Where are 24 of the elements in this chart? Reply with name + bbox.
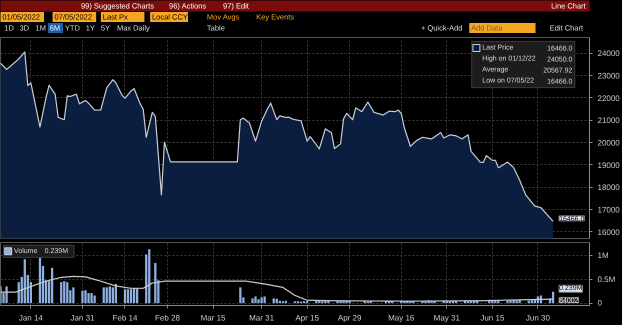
- x-tick-label: Mar 15: [200, 314, 226, 322]
- y-tick-label: 20000: [598, 138, 620, 148]
- y-tick-label: 1M: [598, 250, 609, 260]
- x-tick-label: Feb 28: [155, 314, 180, 322]
- x-tick-label: Apr 15: [295, 314, 320, 322]
- x-tick-label: May 31: [434, 314, 460, 322]
- y-tick-label: 18000: [598, 183, 620, 192]
- y-tick-label: 24000: [598, 49, 620, 58]
- x-tick-label: Feb 14: [112, 314, 138, 322]
- x-tick-label: Jun 30: [526, 314, 550, 322]
- y-tick-label: 0.5M: [598, 274, 616, 284]
- x-tick-label: Jun 15: [480, 314, 505, 322]
- y-tick-label: 17000: [598, 205, 620, 214]
- y-tick-label: 16000: [598, 228, 620, 237]
- x-tick-label: Mar 31: [249, 314, 275, 322]
- y-tick-label: 23000: [598, 71, 620, 80]
- y-tick-label: 22000: [598, 94, 620, 103]
- x-tick-label: Jan 14: [18, 314, 44, 322]
- y-tick-label: 0: [598, 298, 602, 308]
- x-tick-label: Apr 29: [338, 314, 362, 322]
- y-tick-label: 21000: [598, 116, 620, 126]
- x-tick-label: May 16: [388, 314, 415, 322]
- x-tick-label: Jan 31: [70, 314, 96, 322]
- y-tick-label: 19000: [598, 160, 620, 170]
